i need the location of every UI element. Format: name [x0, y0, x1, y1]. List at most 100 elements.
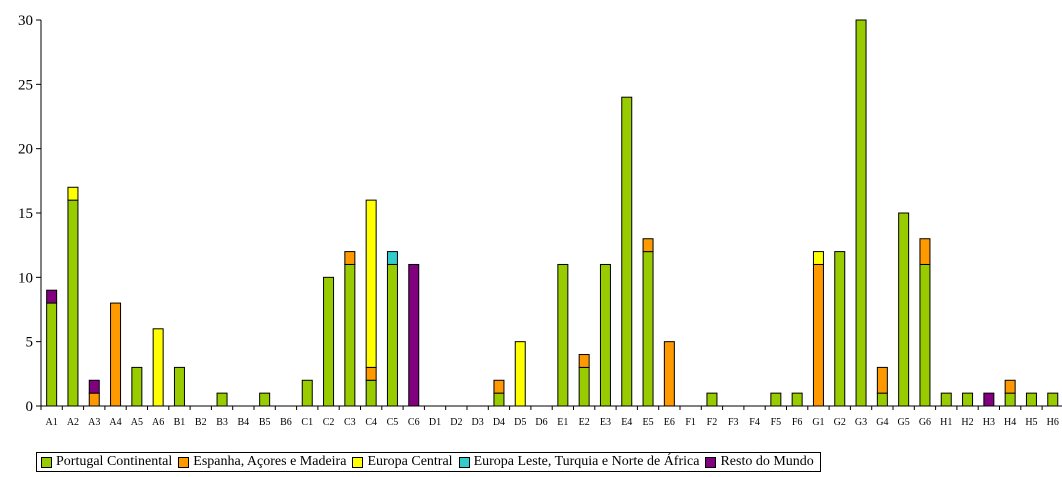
bar-segment [386, 251, 398, 265]
bar-segment [706, 392, 718, 407]
x-category-label: G3 [855, 417, 867, 428]
x-category-label: G5 [898, 417, 910, 428]
y-tick-label: 5 [26, 335, 34, 351]
bar-segment [493, 392, 505, 407]
legend-label: Europa Central [367, 454, 453, 469]
bar-segment [876, 392, 888, 407]
legend-item: Europa Central [352, 454, 453, 470]
x-category-label: D3 [472, 417, 484, 428]
bar-segment [898, 212, 910, 407]
bar-segment [408, 263, 420, 407]
bar-segment [578, 354, 590, 368]
bar-segment [365, 379, 377, 407]
y-tick-label: 20 [18, 142, 33, 158]
x-category-label: A2 [67, 417, 79, 428]
bar-segment [344, 251, 356, 265]
bar-segment [770, 392, 782, 407]
bar-segment [642, 251, 654, 407]
legend-swatch [705, 456, 717, 468]
legend-swatch [458, 456, 470, 468]
bars-group [46, 19, 1059, 407]
x-category-label: H3 [983, 417, 995, 428]
bar-segment [301, 379, 313, 407]
x-category-label: C6 [408, 417, 420, 428]
bar-segment [216, 392, 228, 407]
x-axis: A1 A2 A3 A4 A5 A6 B1 B2 B3 B4 B5 B6 C1 C2 C3 C4 C5 C6 D1 D2… [40, 405, 1062, 428]
bar-segment [514, 341, 526, 407]
bar-segment [599, 263, 611, 407]
x-category-label: C2 [323, 417, 335, 428]
bar-segment [962, 392, 974, 407]
legend-item: Resto do Mundo [705, 454, 814, 470]
bar-segment [940, 392, 952, 407]
bar-segment [152, 328, 164, 407]
bar-segment [344, 263, 356, 407]
y-tick-label: 30 [18, 13, 33, 29]
x-category-label: A1 [46, 417, 58, 428]
x-category-label: H2 [961, 417, 973, 428]
legend-label: Portugal Continental [56, 454, 173, 469]
x-category-label: F3 [728, 417, 739, 428]
legend-swatch [352, 456, 364, 468]
bar-segment [1004, 392, 1016, 407]
x-category-label: C4 [365, 417, 377, 428]
x-category-label: F2 [707, 417, 718, 428]
legend-swatch [41, 456, 52, 468]
x-category-label: B1 [174, 417, 186, 428]
y-tick-label: 15 [18, 206, 33, 222]
bar-segment [386, 263, 398, 407]
bar-segment [493, 379, 505, 394]
y-tick-label: 0 [26, 399, 34, 415]
legend-label: Europa Leste, Turquia e Norte de África [473, 454, 700, 469]
x-category-label: F4 [749, 417, 760, 428]
x-category-label: B2 [195, 417, 207, 428]
bar-segment [365, 366, 377, 381]
y-tick-label: 25 [18, 77, 33, 93]
bar-segment [110, 302, 122, 407]
x-category-label: B4 [238, 417, 250, 428]
bar-segment [88, 379, 100, 394]
bar-segment [131, 366, 143, 407]
x-category-label: A6 [152, 417, 164, 428]
bar-segment [834, 251, 846, 407]
x-category-label: E6 [664, 417, 675, 428]
x-category-label: G1 [812, 417, 824, 428]
x-category-label: F1 [685, 417, 696, 428]
legend-item: Europa Leste, Turquia e Norte de África [458, 454, 700, 470]
x-category-label: F5 [771, 417, 782, 428]
x-category-label: H5 [1025, 417, 1037, 428]
x-category-label: G4 [876, 417, 888, 428]
x-category-label: E2 [579, 417, 590, 428]
bar-segment [578, 366, 590, 407]
legend-swatch [178, 456, 190, 468]
bar-segment [1047, 392, 1059, 407]
x-category-label: B5 [259, 417, 271, 428]
x-category-label: H4 [1004, 417, 1016, 428]
bar-segment [323, 276, 335, 407]
bar-segment [983, 392, 995, 407]
x-category-label: A4 [109, 417, 121, 428]
bar-segment [919, 238, 931, 265]
bar-segment [557, 263, 569, 407]
bar-segment [1025, 392, 1037, 407]
x-category-label: A3 [88, 417, 100, 428]
bar-segment [46, 302, 58, 407]
bar-segment [642, 238, 654, 253]
bar-segment [67, 186, 79, 201]
x-category-label: G6 [919, 417, 931, 428]
x-category-label: D6 [535, 417, 547, 428]
x-category-label: D1 [429, 417, 441, 428]
y-axis: 0 5 10 15 20 25 30 [18, 13, 42, 415]
bar-segment [876, 366, 888, 394]
x-category-label: B6 [280, 417, 292, 428]
bar-segment [812, 251, 824, 265]
x-category-label: C5 [387, 417, 399, 428]
bar-segment [365, 199, 377, 368]
x-category-label: G2 [834, 417, 846, 428]
y-tick-label: 10 [18, 270, 33, 286]
x-category-label: E3 [600, 417, 611, 428]
bar-segment [1004, 379, 1016, 394]
x-category-label: E5 [642, 417, 653, 428]
bar-segment [46, 289, 58, 304]
bar-segment [855, 19, 867, 407]
